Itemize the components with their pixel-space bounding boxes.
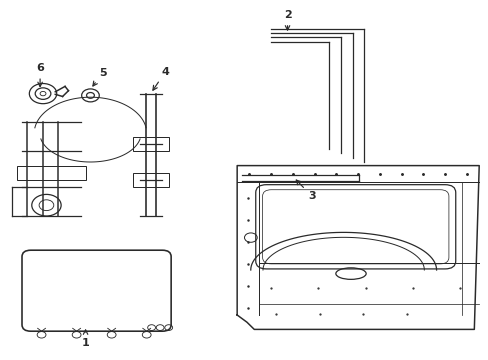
Bar (17, 166, 85, 180)
Bar (133, 137, 168, 151)
Bar (133, 173, 168, 187)
Text: 4: 4 (153, 67, 169, 90)
Text: 2: 2 (283, 10, 291, 30)
Text: 3: 3 (296, 180, 315, 201)
Text: 6: 6 (36, 63, 44, 87)
Text: 1: 1 (81, 330, 89, 348)
Text: 5: 5 (93, 68, 106, 86)
